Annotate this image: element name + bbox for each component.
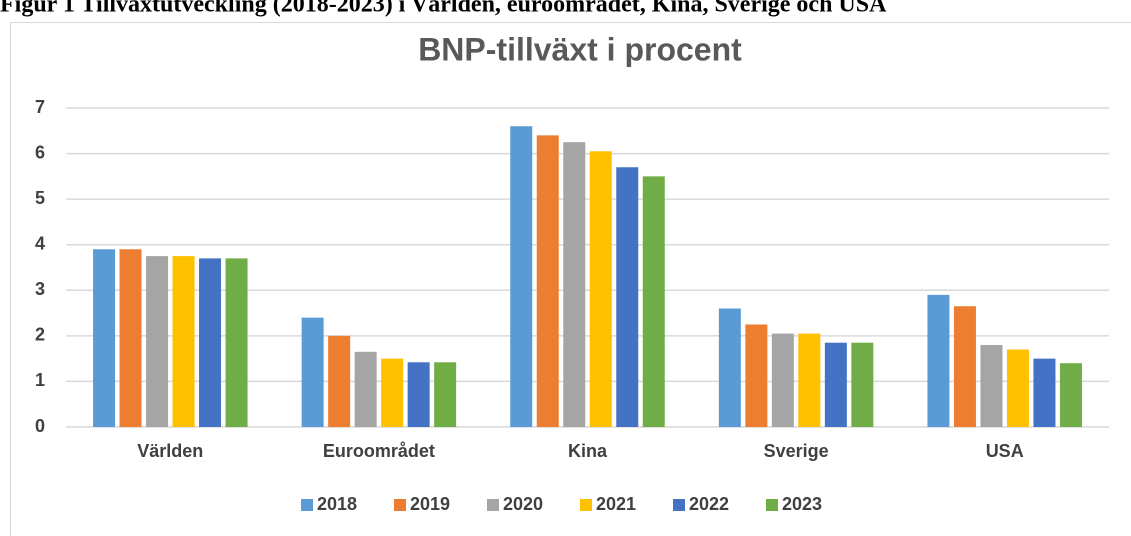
bar	[642, 176, 665, 427]
bar	[563, 142, 586, 427]
x-tick-label: Sverige	[764, 441, 829, 461]
bar	[824, 342, 847, 427]
bar	[616, 167, 639, 427]
legend-label: 2018	[317, 494, 357, 514]
x-tick-label: Världen	[137, 441, 203, 461]
legend-label: 2023	[782, 494, 822, 514]
heading: Figur 1 Tillväxtutveckling (2018-2023) i…	[0, 0, 887, 18]
bar	[980, 344, 1003, 427]
bar	[328, 335, 351, 427]
legend-label: 2020	[503, 494, 543, 514]
legend-swatch	[766, 499, 778, 511]
bar	[927, 294, 950, 427]
bar	[718, 308, 741, 427]
legend-swatch	[673, 499, 685, 511]
bar	[301, 317, 324, 427]
bar	[745, 324, 768, 427]
bar	[1006, 349, 1029, 427]
x-tick-label: Kina	[568, 441, 608, 461]
bar	[1059, 363, 1082, 427]
bar	[510, 126, 533, 427]
bar	[589, 151, 612, 428]
bar	[225, 258, 248, 427]
y-tick-label: 4	[35, 233, 45, 253]
legend-label: 2022	[689, 494, 729, 514]
bar	[354, 351, 377, 427]
bar	[953, 306, 976, 427]
legend-label: 2019	[410, 494, 450, 514]
bar	[146, 256, 169, 427]
bar	[771, 333, 794, 427]
bar	[172, 256, 195, 427]
y-tick-label: 2	[35, 325, 45, 345]
bar	[434, 362, 457, 427]
x-tick-label: Euroområdet	[323, 441, 435, 461]
legend-label: 2021	[596, 494, 636, 514]
bar	[536, 135, 559, 428]
bar	[93, 249, 116, 427]
x-tick-label: USA	[986, 441, 1024, 461]
y-tick-label: 6	[35, 142, 45, 162]
legend-swatch	[301, 499, 313, 511]
legend-swatch	[394, 499, 406, 511]
y-tick-label: 0	[35, 416, 45, 436]
bar	[199, 258, 222, 427]
y-tick-label: 5	[35, 188, 45, 208]
y-tick-label: 7	[35, 97, 45, 117]
legend-swatch	[580, 499, 592, 511]
legend-swatch	[487, 499, 499, 511]
bar	[119, 249, 142, 427]
bar	[407, 362, 430, 427]
chart-title: BNP-tillväxt i procent	[418, 31, 742, 67]
bar	[851, 342, 874, 427]
bar	[381, 358, 404, 427]
y-tick-label: 3	[35, 279, 45, 299]
y-tick-label: 1	[35, 370, 45, 390]
bar	[1033, 358, 1056, 427]
bar	[798, 333, 821, 427]
